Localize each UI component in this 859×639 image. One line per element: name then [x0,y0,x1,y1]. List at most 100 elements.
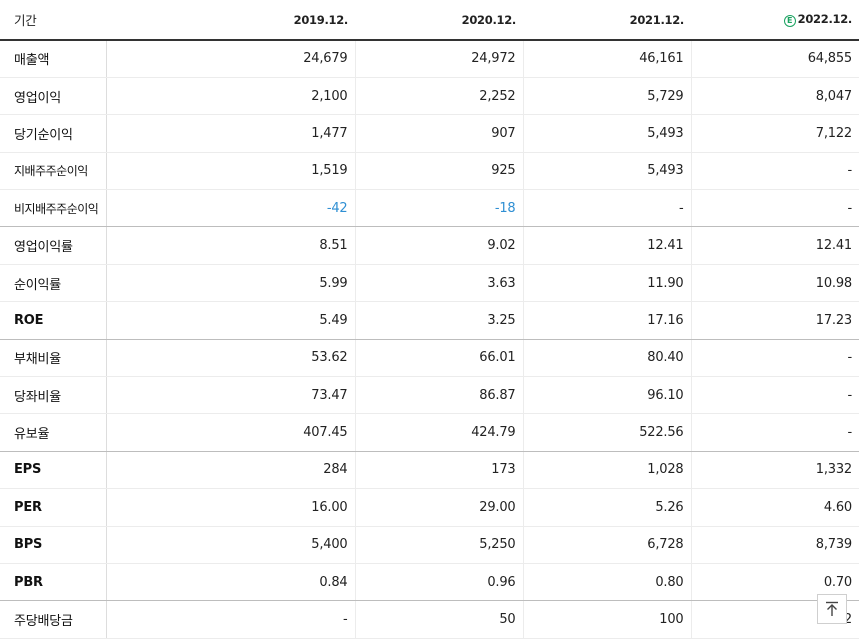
cell-2020: 5,250 [354,526,523,564]
cell-2020: 86.87 [354,376,523,415]
table-row: 매출액 24,679 24,972 46,161 64,855 [0,40,859,78]
cell-2019: 5.99 [105,264,355,303]
scroll-to-top-button[interactable] [817,594,847,624]
row-label: 영업이익률 [0,226,107,265]
cell-2021: 5.26 [522,488,691,527]
cell-2020: 2,252 [354,77,523,116]
cell-2021: 0.80 [522,563,691,602]
row-label: 주당배당금 [0,600,107,639]
cell-2019: 16.00 [105,488,355,527]
cell-2019: 1,519 [105,152,355,191]
row-label: 부채비율 [0,339,107,378]
year-header-2020: 2020.12. [355,0,523,41]
table-row: ROE 5.49 3.25 17.16 17.23 [0,301,859,340]
cell-2022: 12.41 [690,226,859,265]
cell-2021: 6,728 [522,526,691,564]
cell-2022: - [690,152,859,191]
cell-2019: 1,477 [105,114,355,153]
cell-2020: 173 [354,451,523,490]
cell-2021: 100 [522,600,691,639]
cell-2019: 53.62 [105,339,355,378]
table-row: 영업이익 2,100 2,252 5,729 8,047 [0,77,859,116]
cell-2021: 5,493 [522,114,691,153]
cell-2021: 5,493 [522,152,691,191]
cell-2022: 10.98 [690,264,859,303]
row-label: 비지배주주순이익 [0,189,107,228]
cell-2022: 64,855 [690,40,859,78]
year-header-2021: 2021.12. [523,0,691,41]
cell-2020: 0.96 [354,563,523,602]
row-label: 순이익률 [0,264,107,303]
table-row: 당좌비율 73.47 86.87 96.10 - [0,376,859,415]
cell-2019: 8.51 [105,226,355,265]
header-row: 기간 2019.12. 2020.12. 2021.12. E 2022.12. [0,0,859,41]
row-label: 당좌비율 [0,376,107,415]
row-label: ROE [0,301,107,340]
row-label: PBR [0,563,107,602]
cell-2022: 8,739 [690,526,859,564]
table-row: BPS 5,400 5,250 6,728 8,739 [0,526,859,564]
cell-2019: 73.47 [105,376,355,415]
arrow-up-to-top-icon [826,601,838,616]
year-header-2022-estimate: E 2022.12. [691,0,859,41]
row-label: 유보율 [0,413,107,452]
cell-2021: 80.40 [522,339,691,378]
cell-2020: 907 [354,114,523,153]
cell-2019: 0.84 [105,563,355,602]
table-row: 부채비율 53.62 66.01 80.40 - [0,339,859,378]
table-row: 유보율 407.45 424.79 522.56 - [0,413,859,452]
cell-2020: 24,972 [354,40,523,78]
cell-2020: -18 [354,189,523,228]
row-label: PER [0,488,107,527]
table-row: 비지배주주순이익 -42 -18 - - [0,189,859,228]
cell-2021: 1,028 [522,451,691,490]
cell-2021: 5,729 [522,77,691,116]
table-row: 지배주주순이익 1,519 925 5,493 - [0,152,859,191]
table-row: 영업이익률 8.51 9.02 12.41 12.41 [0,226,859,265]
cell-2022: - [690,376,859,415]
cell-2019: 407.45 [105,413,355,452]
estimate-icon: E [783,15,796,27]
cell-2020: 9.02 [354,226,523,265]
table-row: EPS 284 173 1,028 1,332 [0,451,859,490]
table-row: PER 16.00 29.00 5.26 4.60 [0,488,859,527]
table-row: 당기순이익 1,477 907 5,493 7,122 [0,114,859,153]
row-label: 매출액 [0,40,107,78]
cell-2022: 4.60 [690,488,859,527]
cell-2022: - [690,189,859,228]
cell-2019: -42 [105,189,355,228]
cell-2022: - [690,413,859,452]
cell-2021: 11.90 [522,264,691,303]
row-label: EPS [0,451,107,490]
cell-2020: 66.01 [354,339,523,378]
table-row: 순이익률 5.99 3.63 11.90 10.98 [0,264,859,303]
cell-2022: 7,122 [690,114,859,153]
cell-2022: - [690,339,859,378]
cell-2021: 46,161 [522,40,691,78]
cell-2021: 96.10 [522,376,691,415]
cell-2021: 522.56 [522,413,691,452]
cell-2021: 12.41 [522,226,691,265]
cell-2019: 5.49 [105,301,355,340]
table-row: 주당배당금 - 50 100 2 [0,600,859,639]
cell-2020: 3.25 [354,301,523,340]
period-header: 기간 [0,0,106,41]
cell-2019: - [105,600,355,639]
row-label: 지배주주순이익 [0,152,107,191]
cell-2020: 3.63 [354,264,523,303]
cell-2020: 29.00 [354,488,523,527]
cell-2020: 424.79 [354,413,523,452]
year-header-2022-label: 2022.12. [797,12,853,26]
cell-2019: 2,100 [105,77,355,116]
cell-2021: - [522,189,691,228]
year-header-2019: 2019.12. [106,0,355,41]
cell-2020: 925 [354,152,523,191]
cell-2022: 8,047 [690,77,859,116]
cell-2019: 24,679 [105,40,355,78]
cell-2022: 1,332 [690,451,859,490]
row-label: BPS [0,526,107,564]
cell-2019: 284 [105,451,355,490]
cell-2022: 17.23 [690,301,859,340]
row-label: 당기순이익 [0,114,107,153]
